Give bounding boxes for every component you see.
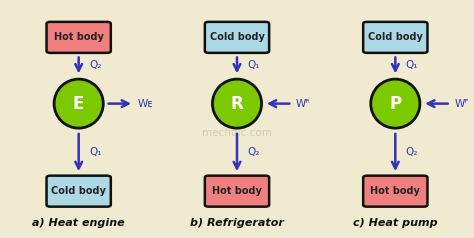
Text: Hot body: Hot body	[370, 186, 420, 196]
Text: mechdic.com: mechdic.com	[202, 128, 272, 138]
Text: P: P	[389, 95, 401, 113]
Text: Q₁: Q₁	[406, 60, 418, 70]
Text: a) Heat engine: a) Heat engine	[32, 218, 125, 228]
Text: R: R	[231, 95, 243, 113]
Text: Wᴿ: Wᴿ	[296, 99, 311, 109]
Text: Q₁: Q₁	[89, 148, 101, 158]
Ellipse shape	[371, 79, 420, 128]
Text: Hot body: Hot body	[54, 32, 104, 42]
Text: Hot body: Hot body	[212, 186, 262, 196]
Text: Wᴇ: Wᴇ	[138, 99, 153, 109]
Text: E: E	[73, 95, 84, 113]
Text: Cold body: Cold body	[51, 186, 106, 196]
Ellipse shape	[212, 79, 262, 128]
Text: c) Heat pump: c) Heat pump	[353, 218, 438, 228]
FancyBboxPatch shape	[46, 176, 111, 207]
Ellipse shape	[54, 79, 103, 128]
Text: Q₂: Q₂	[89, 60, 101, 70]
Text: Cold body: Cold body	[368, 32, 423, 42]
FancyBboxPatch shape	[363, 176, 428, 207]
Text: Cold body: Cold body	[210, 32, 264, 42]
FancyBboxPatch shape	[363, 22, 428, 53]
Text: Wᴾ: Wᴾ	[455, 99, 468, 109]
Text: Q₂: Q₂	[406, 148, 418, 158]
Text: b) Refrigerator: b) Refrigerator	[190, 218, 284, 228]
Text: Q₂: Q₂	[247, 148, 260, 158]
FancyBboxPatch shape	[205, 22, 269, 53]
FancyBboxPatch shape	[46, 22, 111, 53]
Text: Q₁: Q₁	[247, 60, 260, 70]
FancyBboxPatch shape	[205, 176, 269, 207]
